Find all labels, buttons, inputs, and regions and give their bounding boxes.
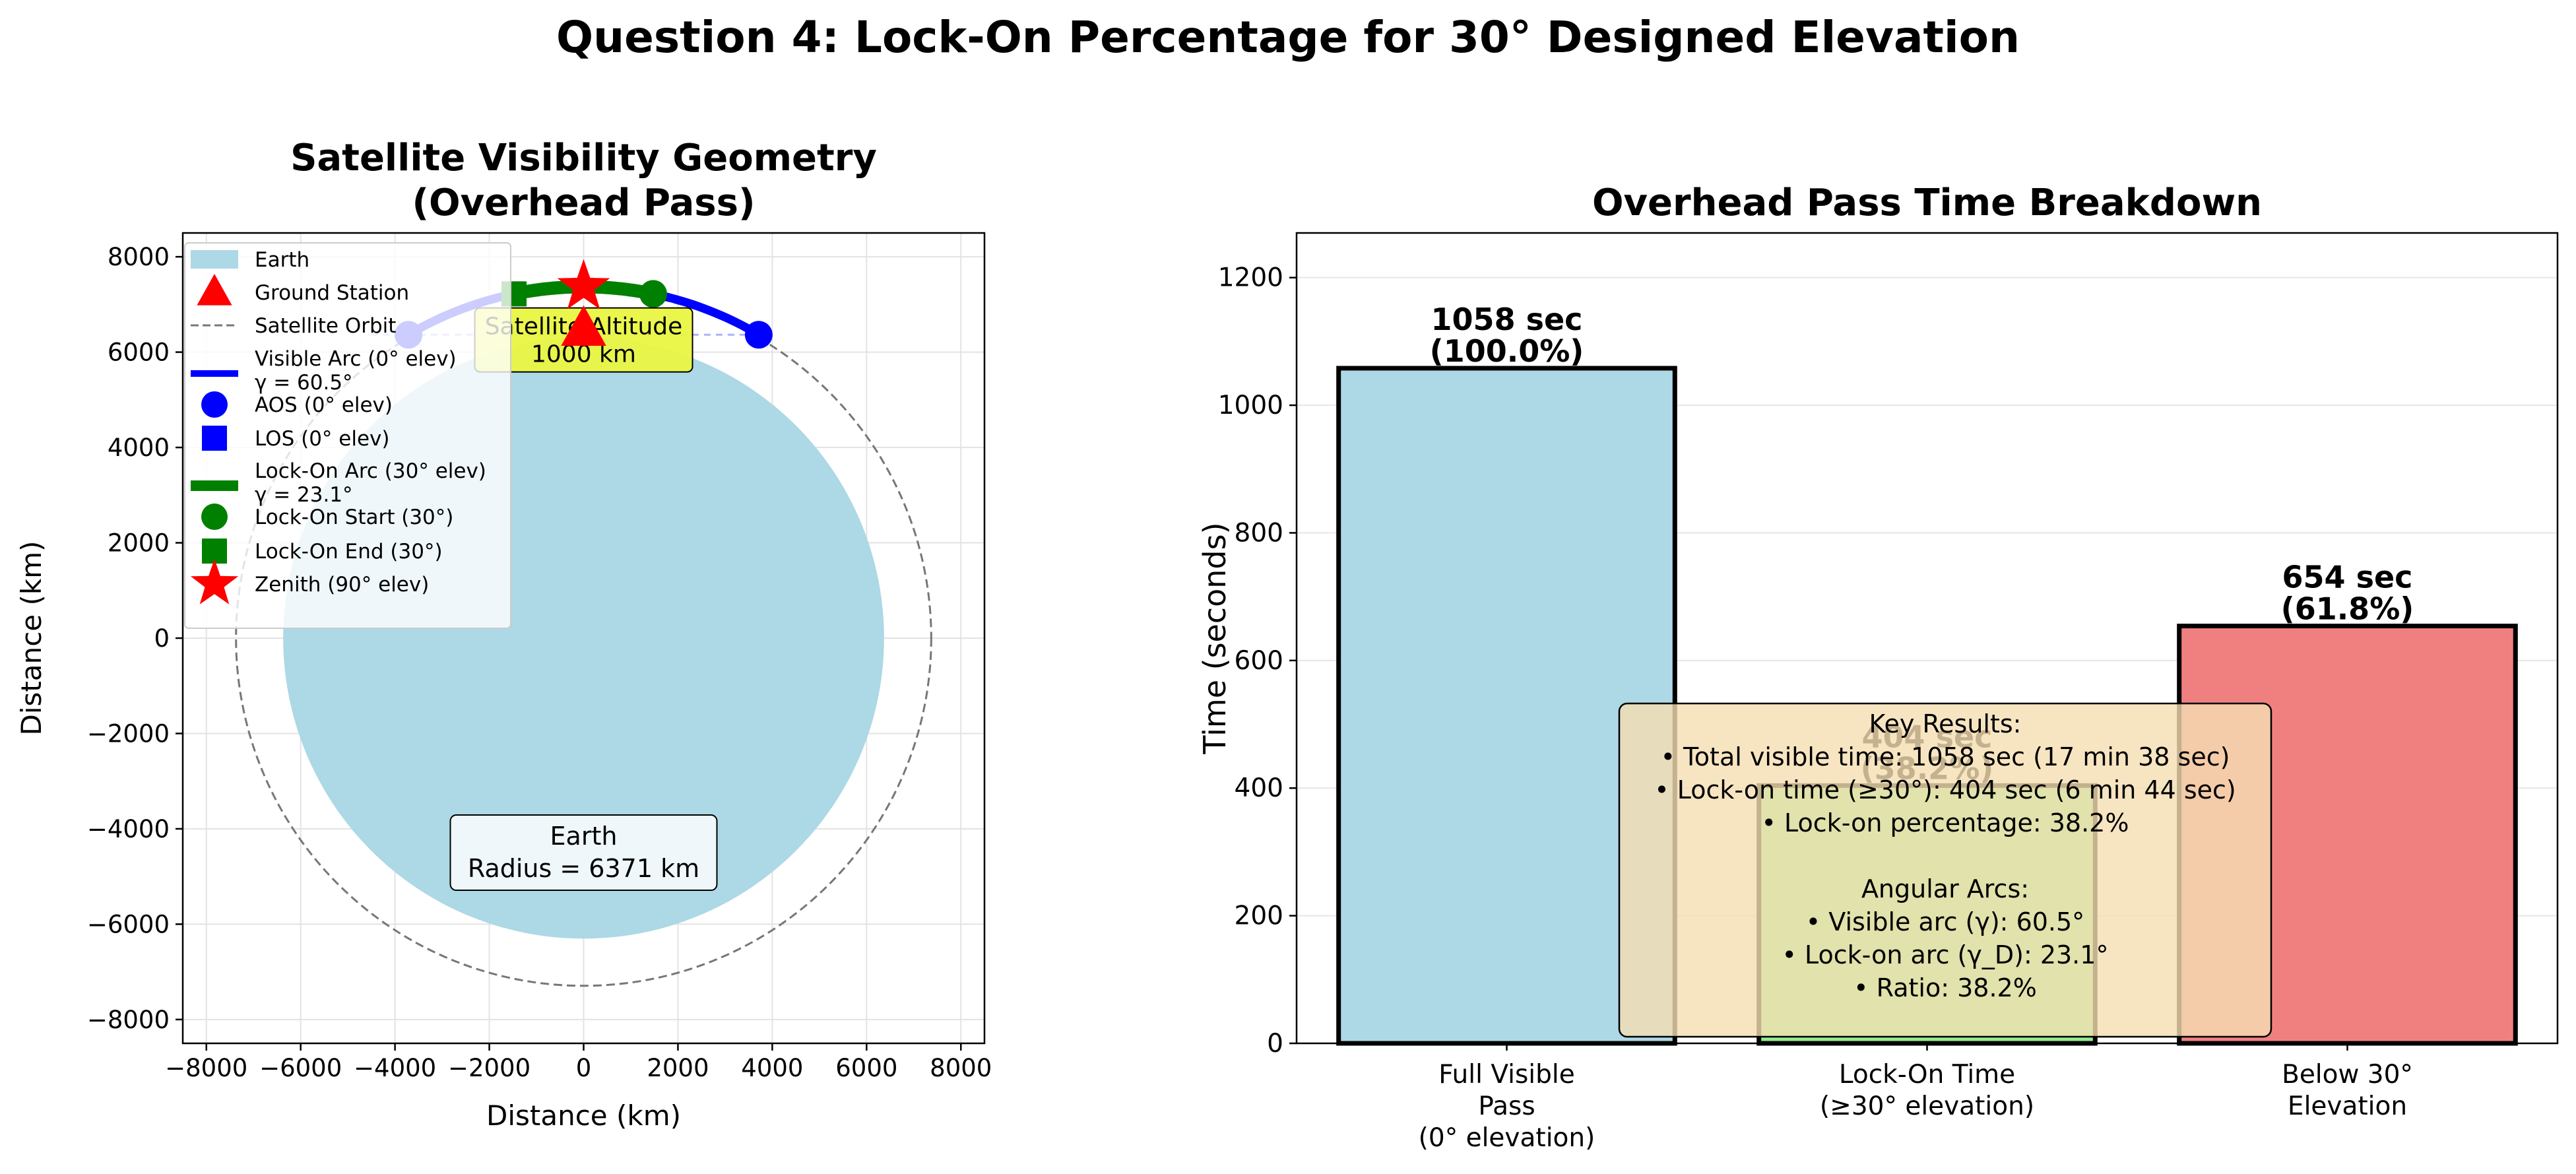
x-tick-label-8: 8000 (930, 1054, 992, 1082)
y-tick-label-5: 2000 (108, 529, 170, 558)
los-marker (744, 321, 773, 349)
category-label-0-line0: Full Visible (1438, 1060, 1574, 1090)
results-line-0: Key Results: (1869, 709, 2022, 738)
results-line-2: • Lock-on time (≥30°): 404 sec (6 min 44… (1654, 775, 2236, 804)
legend-label2-vis: γ = 60.5° (255, 371, 353, 395)
bar-y-tick-label-6: 1200 (1218, 263, 1283, 293)
legend-label-lend: Lock-On End (30°) (255, 540, 443, 564)
bar-chart-title: Overhead Pass Time Breakdown (1592, 181, 2262, 224)
legend-label-gs: Ground Station (255, 281, 409, 305)
bar-label-line2-0: (100.0%) (1430, 333, 1584, 369)
legend-label2-lock: γ = 23.1° (255, 483, 353, 507)
x-tick-label-0: −8000 (165, 1054, 247, 1082)
earth-info-line2: Radius = 6371 km (468, 854, 699, 883)
page-title: Question 4: Lock-On Percentage for 30° D… (556, 12, 2020, 63)
results-line-3: • Lock-on percentage: 38.2% (1762, 808, 2129, 837)
legend-lockon-start-swatch (201, 504, 228, 530)
y-tick-label-7: 6000 (108, 339, 170, 367)
legend-label-lstart: Lock-On Start (30°) (255, 505, 453, 529)
category-label-1-line0: Lock-On Time (1839, 1060, 2015, 1090)
category-label-0-line2: (0° elevation) (1419, 1123, 1595, 1153)
legend-label-orbit: Satellite Orbit (255, 314, 396, 338)
x-tick-label-6: 4000 (741, 1054, 803, 1082)
x-axis-label: Distance (km) (486, 1099, 681, 1132)
y-tick-label-0: −8000 (87, 1006, 170, 1034)
legend-aos-swatch (201, 391, 228, 418)
category-label-2-line0: Below 30° (2282, 1060, 2413, 1090)
bar-y-axis-label: Time (seconds) (1197, 522, 1233, 754)
bar-y-tick-label-2: 400 (1235, 773, 1283, 803)
bar-label-line1-2: 654 sec (2282, 560, 2413, 595)
bar-y-tick-label-0: 0 (1267, 1029, 1283, 1059)
y-tick-label-4: 0 (154, 624, 170, 653)
earth-info-box (449, 814, 718, 892)
y-axis-label: Distance (km) (15, 540, 48, 735)
x-tick-label-5: 2000 (647, 1054, 709, 1082)
bar-y-tick-label-4: 800 (1235, 518, 1283, 548)
category-label-2-line1: Elevation (2288, 1092, 2407, 1121)
bar-y-tick-label-3: 600 (1235, 646, 1283, 676)
y-tick-label-1: −6000 (87, 910, 170, 938)
y-tick-label-2: −4000 (87, 815, 170, 843)
legend-los-swatch (202, 426, 227, 451)
x-tick-label-4: 0 (576, 1054, 592, 1082)
bar-label-line1-0: 1058 sec (1431, 302, 1583, 337)
bar-y-tick-label-5: 1000 (1218, 391, 1283, 420)
geometry-title-line1: Satellite Visibility Geometry (290, 137, 877, 179)
results-line-1: • Total visible time: 1058 sec (17 min 3… (1661, 742, 2230, 771)
legend-label-lock: Lock-On Arc (30° elev) (255, 459, 486, 483)
earth-info-line1: Earth (550, 822, 618, 851)
category-label-0-line1: Pass (1478, 1092, 1535, 1121)
geometry-legend: Earth Ground Station Satellite Orbit Visibl… (184, 242, 511, 629)
results-line-8: • Ratio: 38.2% (1853, 973, 2037, 1002)
bar-label-line2-2: (61.8%) (2281, 591, 2414, 627)
y-tick-label-6: 4000 (108, 434, 170, 462)
bar-y-tick-label-1: 200 (1235, 901, 1283, 931)
legend-label-earth: Earth (255, 248, 309, 272)
y-tick-label-8: 8000 (108, 243, 170, 271)
results-box (1618, 702, 2272, 1038)
results-line-7: • Lock-on arc (γ_D): 23.1° (1782, 940, 2109, 969)
legend-label-vis: Visible Arc (0° elev) (255, 347, 457, 371)
geometry-title-line2: (Overhead Pass) (412, 181, 755, 224)
results-line-5: Angular Arcs: (1861, 874, 2029, 903)
ground-station-marker (561, 305, 606, 346)
legend-frame (184, 242, 511, 629)
lockon-start-marker (639, 280, 667, 308)
x-tick-label-2: −4000 (354, 1054, 436, 1082)
category-label-1-line1: (≥30° elevation) (1820, 1092, 2034, 1121)
legend-ground-station-swatch (197, 274, 232, 306)
legend-label-zen: Zenith (90° elev) (255, 573, 429, 597)
legend-zenith-swatch (190, 559, 239, 604)
legend-label-aos: AOS (0° elev) (255, 393, 393, 417)
x-tick-label-1: −6000 (259, 1054, 342, 1082)
y-tick-label-3: −2000 (87, 719, 170, 748)
results-line-6: • Visible arc (γ): 60.5° (1806, 907, 2084, 936)
legend-earth-swatch (191, 250, 238, 269)
zenith-marker (557, 259, 610, 310)
x-tick-label-3: −2000 (448, 1054, 531, 1082)
legend-label-los: LOS (0° elev) (255, 427, 389, 451)
x-tick-label-7: 6000 (835, 1054, 897, 1082)
